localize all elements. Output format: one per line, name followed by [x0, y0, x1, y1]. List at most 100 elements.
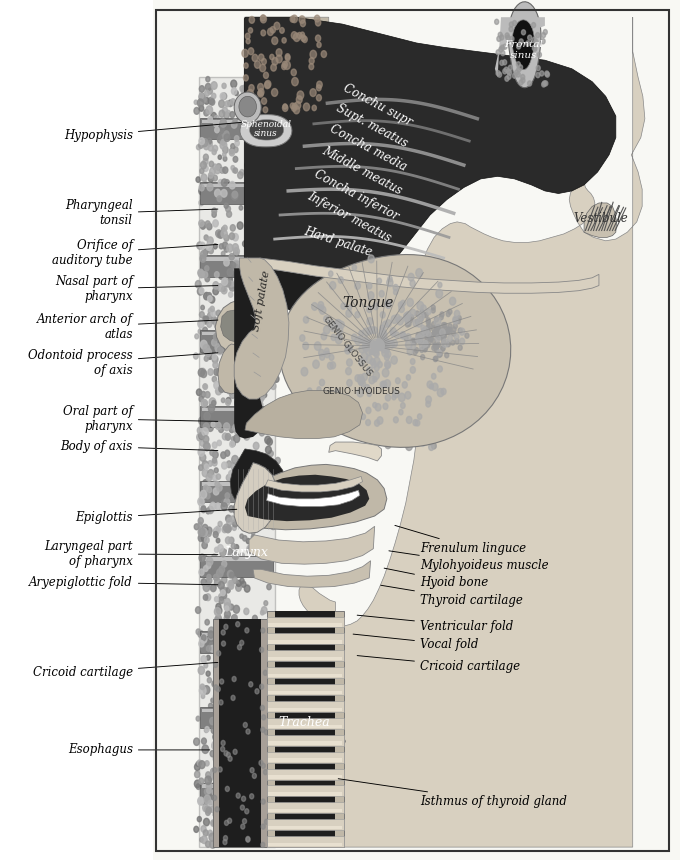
Circle shape	[207, 292, 211, 298]
Circle shape	[437, 353, 441, 358]
Circle shape	[374, 365, 379, 371]
Circle shape	[396, 310, 401, 316]
Circle shape	[360, 380, 366, 387]
Circle shape	[386, 367, 392, 373]
Circle shape	[272, 257, 275, 261]
Circle shape	[238, 311, 243, 318]
Text: Conchu supr: Conchu supr	[341, 82, 414, 128]
Circle shape	[202, 96, 206, 102]
Circle shape	[408, 285, 413, 292]
Circle shape	[255, 802, 259, 808]
Circle shape	[437, 332, 441, 337]
Circle shape	[432, 331, 437, 336]
Circle shape	[209, 634, 214, 640]
Circle shape	[242, 344, 247, 349]
Circle shape	[201, 341, 207, 349]
Circle shape	[196, 716, 200, 722]
Circle shape	[221, 189, 227, 197]
Circle shape	[458, 328, 462, 333]
Circle shape	[426, 320, 432, 329]
Circle shape	[208, 314, 212, 318]
Circle shape	[216, 230, 222, 237]
Circle shape	[424, 342, 428, 347]
Circle shape	[324, 348, 329, 353]
Circle shape	[454, 310, 460, 317]
Circle shape	[211, 741, 218, 750]
Circle shape	[222, 588, 227, 595]
Circle shape	[515, 70, 519, 75]
Circle shape	[211, 806, 216, 813]
Circle shape	[363, 343, 369, 350]
Circle shape	[528, 40, 532, 46]
Circle shape	[407, 380, 412, 386]
Circle shape	[221, 757, 225, 762]
Circle shape	[271, 64, 276, 71]
Circle shape	[392, 286, 396, 292]
Circle shape	[400, 364, 405, 370]
Circle shape	[227, 185, 231, 189]
Circle shape	[226, 131, 231, 138]
Circle shape	[223, 810, 228, 816]
Circle shape	[415, 420, 420, 426]
Circle shape	[392, 378, 396, 384]
Circle shape	[204, 796, 211, 803]
Circle shape	[430, 400, 435, 408]
Circle shape	[255, 722, 260, 728]
Circle shape	[513, 52, 517, 58]
Circle shape	[230, 112, 235, 118]
Circle shape	[209, 502, 216, 510]
Circle shape	[528, 26, 532, 31]
Circle shape	[362, 373, 367, 381]
Circle shape	[206, 783, 212, 789]
Circle shape	[404, 335, 408, 341]
Circle shape	[229, 181, 235, 189]
Circle shape	[339, 322, 344, 329]
Circle shape	[262, 710, 268, 717]
Circle shape	[320, 353, 325, 360]
Circle shape	[233, 759, 238, 765]
Circle shape	[224, 779, 229, 786]
Circle shape	[209, 161, 214, 167]
Circle shape	[414, 348, 418, 353]
Circle shape	[233, 261, 239, 268]
Polygon shape	[267, 785, 343, 796]
Circle shape	[211, 310, 216, 316]
Circle shape	[409, 368, 415, 375]
Circle shape	[257, 668, 263, 676]
Circle shape	[230, 380, 236, 388]
Circle shape	[194, 764, 200, 771]
Polygon shape	[268, 691, 342, 694]
Polygon shape	[275, 611, 335, 847]
Circle shape	[544, 81, 548, 86]
Circle shape	[214, 129, 217, 133]
Circle shape	[267, 584, 271, 590]
Circle shape	[225, 280, 231, 287]
Circle shape	[250, 451, 254, 456]
Circle shape	[231, 747, 235, 753]
Circle shape	[245, 344, 249, 349]
Circle shape	[229, 283, 235, 292]
Circle shape	[273, 118, 277, 123]
Circle shape	[432, 443, 437, 449]
Circle shape	[433, 344, 437, 349]
Circle shape	[250, 814, 255, 820]
Circle shape	[222, 322, 226, 329]
Circle shape	[435, 331, 439, 336]
Polygon shape	[202, 557, 272, 561]
Circle shape	[415, 311, 420, 316]
Circle shape	[328, 362, 333, 369]
Circle shape	[196, 762, 199, 766]
Circle shape	[222, 627, 226, 633]
Circle shape	[228, 348, 234, 356]
Circle shape	[335, 319, 341, 328]
Circle shape	[218, 620, 223, 625]
Text: Aryepiglottic fold: Aryepiglottic fold	[29, 575, 218, 589]
Circle shape	[497, 36, 501, 41]
Circle shape	[219, 700, 223, 705]
Circle shape	[301, 32, 305, 37]
Circle shape	[226, 821, 232, 829]
Circle shape	[432, 402, 439, 409]
Circle shape	[224, 751, 228, 756]
Circle shape	[224, 587, 227, 592]
Circle shape	[310, 89, 316, 96]
